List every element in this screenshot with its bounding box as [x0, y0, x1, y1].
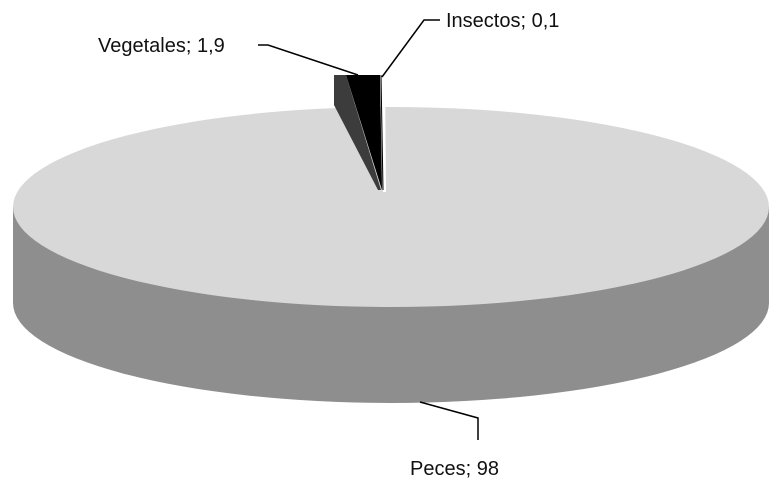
- pie-slice-peces-top: [13, 107, 769, 307]
- leader-line-peces: [419, 401, 479, 440]
- pie-slice-vegetales-top: [346, 75, 382, 190]
- pie-slice-insectos: [380, 74, 386, 192]
- data-label-peces: Peces; 98: [410, 458, 499, 480]
- pie-slice-vegetales-side: [334, 75, 381, 190]
- leader-line-insectos: [381, 19, 440, 78]
- pie-slice-peces: [13, 107, 769, 403]
- pie-slice-insectos-edge: [380, 74, 384, 191]
- pie-slice-vegetales: [334, 75, 382, 190]
- pie-slice-insectos-top: [381, 75, 386, 192]
- data-label-insectos: Insectos; 0,1: [446, 10, 559, 32]
- data-label-vegetales: Vegetales; 1,9: [98, 35, 225, 57]
- leader-line-vegetales: [258, 44, 359, 76]
